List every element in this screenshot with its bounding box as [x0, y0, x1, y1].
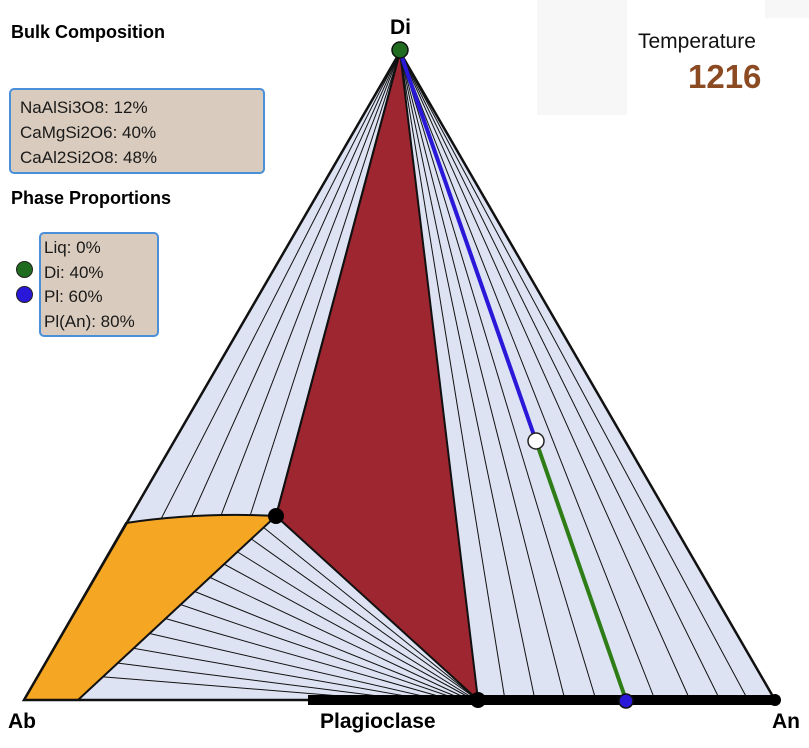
di-cotectic-line	[275, 51, 401, 517]
di-phase-point	[391, 41, 409, 59]
temperature-value: 1216	[688, 58, 762, 95]
bulk-line-ab: NaAlSi3O8: 12%	[20, 98, 148, 117]
an-corner-point	[769, 694, 781, 706]
bulk-line-an: CaAl2Si2O8: 48%	[20, 148, 158, 167]
phase-proportions-title: Phase Proportions	[11, 188, 172, 208]
bulk-tie-line-pl	[534, 440, 628, 701]
bulk-composition-box: NaAlSi3O8: 12% CaMgSi2O6: 40% CaAl2Si2O8…	[9, 88, 265, 174]
di-legend-dot-icon	[16, 261, 33, 278]
phase-line-pl-an: Pl(An): 80%	[44, 311, 135, 331]
an-corner-label: An	[772, 710, 800, 733]
bulk-composition-title: Bulk Composition	[11, 22, 165, 42]
plagioclase-label: Plagioclase	[320, 710, 436, 733]
phase-line-liq: Liq: 0%	[44, 238, 101, 257]
plagioclase-endpoint	[470, 692, 486, 708]
bulk-line-di: CaMgSi2O6: 40%	[20, 123, 157, 142]
bulk-tie-line-di	[398, 51, 538, 442]
ab-corner-label: Ab	[8, 710, 36, 733]
liq-pl-tie-lines	[92, 526, 479, 701]
temperature-panel	[537, 0, 627, 115]
phase-line-di: Di: 40%	[44, 262, 104, 282]
phase-line-pl: Pl: 60%	[44, 287, 103, 306]
liq-di-tie-lines	[159, 51, 401, 522]
bulk-composition-point[interactable]	[527, 432, 545, 450]
pl-legend-dot-icon	[16, 286, 33, 303]
cotectic-point	[268, 508, 284, 524]
temperature-label: Temperature	[638, 30, 756, 53]
temperature-panel-corner	[765, 0, 809, 18]
phase-proportions-box: Liq: 0% Di: 40% Pl: 60% Pl(An): 80%	[39, 232, 159, 337]
di-pl-tie-lines	[399, 51, 749, 701]
di-corner-label: Di	[390, 16, 411, 39]
pl-phase-point	[618, 693, 634, 709]
